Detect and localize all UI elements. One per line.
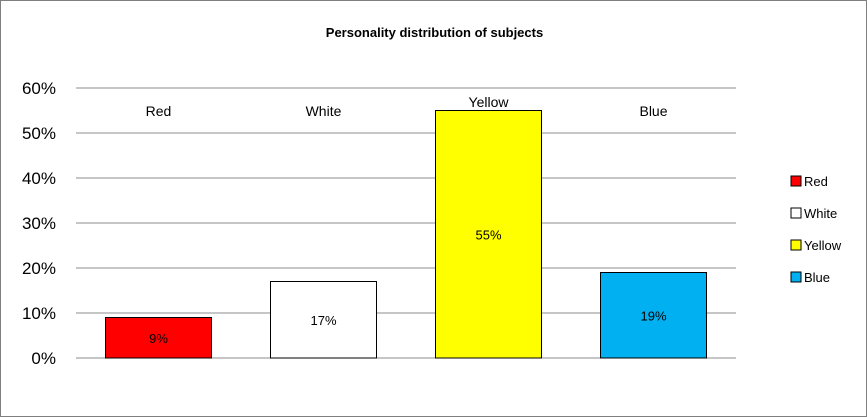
chart-title: Personality distribution of subjects <box>325 25 544 40</box>
bar-blue <box>600 272 707 359</box>
y-tick-label: 20% <box>22 259 56 278</box>
category-label: White <box>306 103 342 119</box>
legend-label: White <box>804 206 837 221</box>
data-label: 19% <box>640 308 666 323</box>
data-label: 17% <box>310 313 336 328</box>
data-label: 9% <box>149 331 168 346</box>
legend-label: Blue <box>804 270 830 285</box>
category-label: Yellow <box>469 94 510 110</box>
y-tick-label: 60% <box>22 79 56 98</box>
category-label: Blue <box>639 103 667 119</box>
category-label: Red <box>146 103 172 119</box>
legend-swatch-white <box>790 207 802 219</box>
legend-label: Yellow <box>804 238 842 253</box>
y-tick-label: 10% <box>22 304 56 323</box>
bar-red <box>105 317 212 359</box>
legend-swatch-red <box>790 175 802 187</box>
legend-swatch-blue <box>790 271 802 283</box>
data-label: 55% <box>475 227 501 242</box>
y-tick-label: 40% <box>22 169 56 188</box>
y-tick-label: 50% <box>22 124 56 143</box>
y-tick-label: 0% <box>31 349 56 368</box>
bar-yellow <box>435 110 542 359</box>
legend-label: Red <box>804 174 828 189</box>
bar-white <box>270 281 377 359</box>
legend-swatch-yellow <box>790 239 802 251</box>
y-tick-label: 30% <box>22 214 56 233</box>
